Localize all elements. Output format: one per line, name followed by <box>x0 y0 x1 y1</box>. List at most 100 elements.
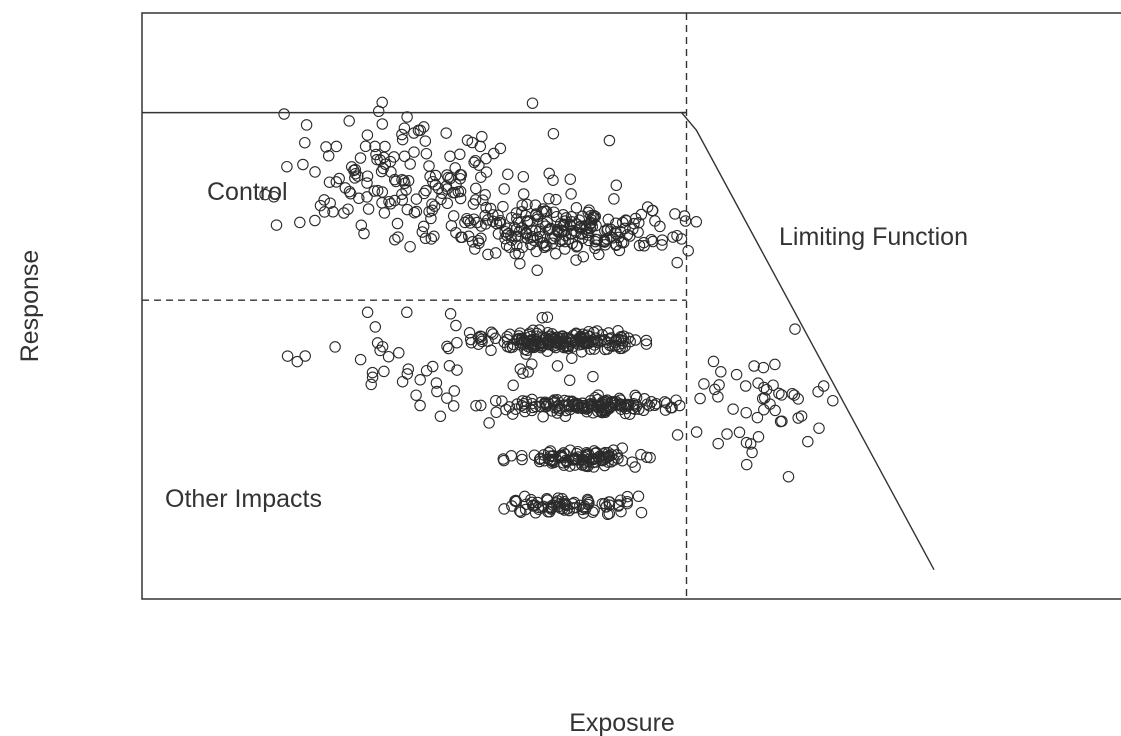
data-point <box>648 399 661 412</box>
data-point <box>318 194 330 206</box>
data-point <box>426 204 438 217</box>
data-point <box>349 167 362 180</box>
data-point <box>396 128 408 141</box>
data-point <box>557 341 570 353</box>
data-point <box>518 490 531 503</box>
data-point <box>543 167 555 180</box>
data-point <box>510 223 522 236</box>
data-point <box>527 401 539 414</box>
data-point <box>776 415 788 427</box>
data-point <box>775 389 788 401</box>
data-point <box>443 360 456 372</box>
data-point <box>449 162 461 174</box>
data-point <box>497 200 509 213</box>
data-point <box>616 454 629 467</box>
data-point <box>633 403 645 415</box>
data-point <box>565 188 577 200</box>
data-point <box>635 208 648 221</box>
data-point <box>361 177 373 189</box>
data-point <box>498 454 510 467</box>
data-point <box>423 160 435 172</box>
data-point <box>594 450 606 462</box>
data-point <box>621 490 634 503</box>
data-point <box>585 209 597 222</box>
data-point <box>541 311 554 323</box>
data-point <box>483 417 495 429</box>
data-point <box>564 218 576 231</box>
data-point <box>532 210 544 223</box>
data-point <box>454 172 466 185</box>
data-point <box>758 403 770 416</box>
data-point <box>658 396 671 408</box>
data-point <box>531 264 543 277</box>
data-point <box>370 148 382 161</box>
data-point <box>447 210 460 222</box>
data-point <box>479 189 491 201</box>
data-point <box>454 148 466 161</box>
control-annotation: Control <box>207 178 288 206</box>
data-point <box>384 198 397 210</box>
data-point <box>582 455 595 468</box>
data-point <box>509 495 521 507</box>
data-point <box>764 398 776 410</box>
data-point <box>679 215 692 227</box>
data-point <box>410 193 423 205</box>
data-point <box>441 197 454 210</box>
data-point <box>393 347 405 359</box>
data-point <box>490 406 502 419</box>
data-point <box>426 360 439 373</box>
data-point <box>475 399 487 412</box>
data-point <box>259 188 271 201</box>
data-point <box>369 321 382 333</box>
data-point <box>463 327 476 339</box>
data-point <box>526 97 539 109</box>
data-point <box>428 230 440 243</box>
data-point <box>730 368 743 381</box>
data-point <box>343 115 355 127</box>
data-point <box>461 134 474 147</box>
data-point <box>420 364 433 377</box>
data-point <box>320 141 332 153</box>
data-point <box>462 230 475 243</box>
data-point <box>401 111 413 123</box>
data-point <box>345 161 358 173</box>
data-point <box>638 240 650 252</box>
data-point <box>678 210 691 222</box>
data-point <box>435 193 447 206</box>
data-point <box>371 184 384 197</box>
data-point <box>571 218 583 230</box>
data-point <box>584 222 596 235</box>
data-point <box>569 454 581 466</box>
data-point <box>616 342 628 354</box>
data-point <box>713 379 725 391</box>
data-point <box>694 392 706 405</box>
data-point <box>291 355 304 368</box>
data-point <box>671 256 683 269</box>
data-point <box>588 343 601 355</box>
data-point <box>582 337 595 350</box>
data-point <box>548 206 560 218</box>
data-point <box>278 108 290 120</box>
data-point <box>419 232 432 245</box>
data-point <box>545 503 557 515</box>
data-point <box>570 397 582 410</box>
data-point <box>362 203 375 215</box>
data-point <box>601 223 614 235</box>
data-point <box>789 323 801 335</box>
data-point <box>378 365 390 378</box>
data-point <box>371 153 383 166</box>
data-point <box>813 422 825 434</box>
data-point <box>621 400 633 412</box>
data-point <box>620 214 632 226</box>
data-point <box>470 399 482 412</box>
data-point <box>733 426 746 439</box>
data-point <box>525 493 537 506</box>
data-point <box>582 229 594 241</box>
data-point <box>538 454 551 467</box>
data-point <box>607 444 620 456</box>
data-point <box>565 216 578 228</box>
data-point <box>629 461 641 473</box>
data-point <box>314 199 327 212</box>
data-point <box>418 187 430 200</box>
